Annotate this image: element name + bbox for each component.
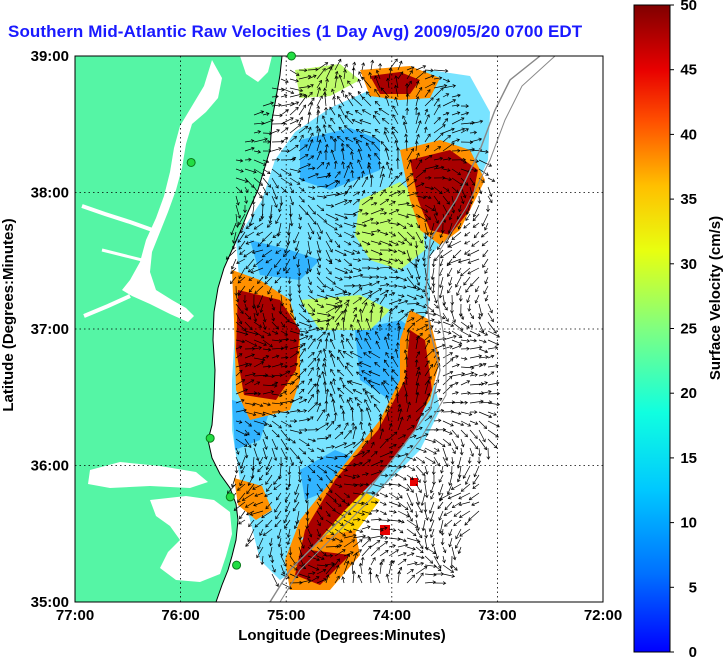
colorbar-tick: 45 <box>680 62 697 79</box>
albemarle-sound <box>88 462 208 488</box>
river-potomac <box>81 204 159 234</box>
colorbar-tick: 30 <box>680 256 697 273</box>
plot-frame <box>74 55 604 603</box>
colorbar-tick: 10 <box>680 515 697 532</box>
x-tick-label: 73:00 <box>478 607 516 624</box>
y-tick-label: 37:00 <box>31 321 69 338</box>
y-tick-label: 35:00 <box>31 594 69 611</box>
radar-station-marker <box>205 433 215 443</box>
colorbar-tick: 5 <box>689 579 697 596</box>
delaware-bay <box>240 56 272 82</box>
x-tick-label: 75:00 <box>267 607 305 624</box>
colorbar-tick: 25 <box>680 321 697 338</box>
colorbar-tick: 0 <box>689 644 697 659</box>
x-tick-label: 74:00 <box>373 607 411 624</box>
x-axis-label: Longitude (Degrees:Minutes) <box>238 627 446 644</box>
colorbar-label: Surface Velocity (cm/s) <box>707 216 724 380</box>
map-title: Southern Mid-Atlantic Raw Velocities (1 … <box>8 22 583 41</box>
river-james <box>83 294 131 318</box>
radar-station-marker <box>225 492 235 502</box>
colorbar <box>633 4 671 653</box>
colorbar-tick: 40 <box>680 126 697 143</box>
radar-station-marker <box>186 157 196 167</box>
pamlico-sound <box>150 496 232 582</box>
radar-stations <box>186 51 296 570</box>
y-tick-labels: 39:00 38:00 37:00 36:00 35:00 <box>31 48 69 611</box>
x-tick-label: 72:00 <box>584 607 622 624</box>
x-tick-labels: 77:00 76:00 75:00 74:00 73:00 72:00 <box>56 607 622 624</box>
y-tick-label: 39:00 <box>31 48 69 65</box>
colorbar-tick: 50 <box>680 0 697 14</box>
shelf-contour-2 <box>279 56 556 602</box>
x-tick-label: 77:00 <box>56 607 94 624</box>
y-tick-label: 38:00 <box>31 185 69 202</box>
colorbar-tick: 35 <box>680 191 697 208</box>
chesapeake-bay <box>122 60 222 322</box>
colorbar-tick: 15 <box>680 450 697 467</box>
colorbar-tick: 20 <box>680 385 697 402</box>
coastline <box>207 56 283 602</box>
river-rappahannock <box>101 248 151 264</box>
radar-station-marker <box>286 51 296 61</box>
velocity-arrows <box>225 58 501 590</box>
radar-station-marker <box>232 560 242 570</box>
x-tick-label: 76:00 <box>161 607 199 624</box>
y-axis-label: Latitude (Degrees:Minutes) <box>0 218 17 411</box>
shelf-contour <box>269 56 541 602</box>
grid-lines <box>75 56 603 602</box>
y-tick-label: 36:00 <box>31 458 69 475</box>
